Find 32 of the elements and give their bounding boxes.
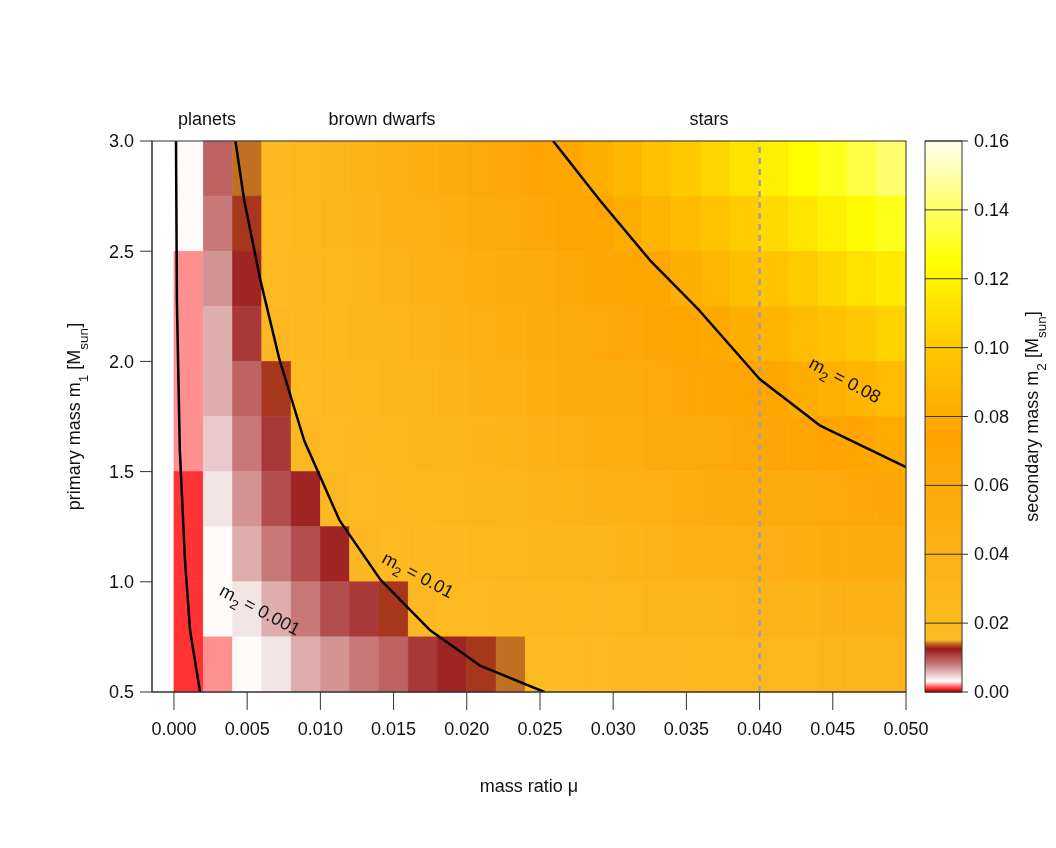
line-series xyxy=(551,141,906,469)
y-tick-label: 1.0 xyxy=(108,572,134,593)
y-tick-label: 2.0 xyxy=(108,351,134,372)
color-bar-label: 0.10 xyxy=(974,337,1010,358)
color-bar-label: 0.16 xyxy=(974,131,1010,151)
text: brown dwarfs xyxy=(328,109,436,129)
x-tick-label: 0.030 xyxy=(590,718,636,739)
color-bar-label: 0.14 xyxy=(974,199,1010,220)
x-tick-label: 0.000 xyxy=(151,718,197,739)
x-tick-label: 0.040 xyxy=(737,718,783,739)
x-axis-title: mass ratio μ xyxy=(479,776,579,796)
color-bar-label: 0.12 xyxy=(974,268,1010,289)
y-tick-label: 1.5 xyxy=(108,461,134,482)
x-tick-label: 0.020 xyxy=(444,718,490,739)
x-tick-label: 0.025 xyxy=(517,718,563,739)
x-tick-label: 0.010 xyxy=(297,718,343,739)
color-bar-label: 0.02 xyxy=(974,613,1010,634)
line-series xyxy=(174,141,202,692)
x-tick-label: 0.015 xyxy=(371,718,417,739)
x-tick-label: 0.035 xyxy=(663,718,709,739)
color-bar-label: 0.04 xyxy=(974,544,1010,565)
color-bar-label: 0.06 xyxy=(974,475,1010,496)
x-tick-label: 0.005 xyxy=(224,718,270,739)
color-bar-label: 0.00 xyxy=(974,682,1010,702)
y-tick-label: 0.5 xyxy=(108,682,134,703)
text: stars xyxy=(689,109,729,129)
x-tick-label: 0.050 xyxy=(883,718,929,739)
y-tick-label: 3.0 xyxy=(108,131,134,152)
y-tick-label: 2.5 xyxy=(108,241,134,262)
text: planets xyxy=(177,109,237,129)
color-bar-label: 0.08 xyxy=(974,406,1010,427)
x-tick-label: 0.045 xyxy=(810,718,856,739)
